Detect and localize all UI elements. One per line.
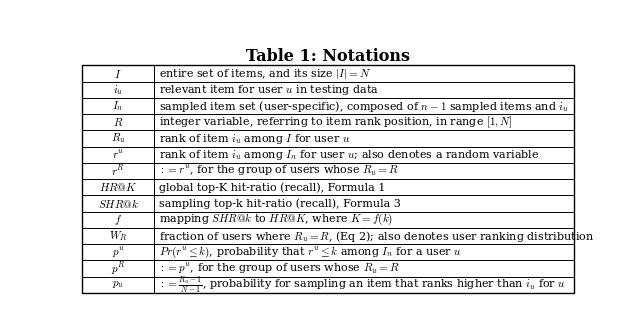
Text: $:= \frac{R_u-1}{N-1}$, probability for sampling an item that ranks higher than : $:= \frac{R_u-1}{N-1}$, probability for … — [159, 275, 565, 295]
Text: $p^R$: $p^R$ — [111, 260, 125, 277]
Text: Table 1: Notations: Table 1: Notations — [246, 48, 410, 65]
Text: $R$: $R$ — [113, 116, 124, 128]
Text: $Pr(r^u \leq k)$, probability that $r^u \leq k$ among $I_n$ for a user $u$: $Pr(r^u \leq k)$, probability that $r^u … — [159, 245, 461, 260]
Text: integer variable, referring to item rank position, in range $[1, N]$: integer variable, referring to item rank… — [159, 115, 512, 130]
Text: $I$: $I$ — [115, 67, 122, 80]
Text: rank of item $i_u$ among $I_n$ for user $u$; also denotes a random variable: rank of item $i_u$ among $I_n$ for user … — [159, 148, 539, 162]
Text: $HR@K$: $HR@K$ — [99, 181, 137, 193]
Text: $W_R$: $W_R$ — [109, 229, 127, 243]
Text: $SHR@k$: $SHR@k$ — [98, 197, 138, 210]
Text: global top-K hit-ratio (recall), Formula 1: global top-K hit-ratio (recall), Formula… — [159, 182, 385, 193]
Text: $R_u$: $R_u$ — [111, 131, 125, 145]
Bar — [83, 65, 573, 293]
Text: $:= p^u$, for the group of users whose $R_u = R$: $:= p^u$, for the group of users whose $… — [159, 261, 399, 276]
Text: $p_u$: $p_u$ — [112, 279, 124, 290]
Text: $:= r^u$, for the group of users whose $R_u = R$: $:= r^u$, for the group of users whose $… — [159, 164, 399, 178]
Text: entire set of items, and its size $|I| = N$: entire set of items, and its size $|I| =… — [159, 66, 371, 81]
Text: mapping $SHR@k$ to $HR@K$, where $K = f(k)$: mapping $SHR@k$ to $HR@K$, where $K = f(… — [159, 212, 393, 227]
Text: $p^u$: $p^u$ — [111, 245, 125, 260]
Text: $r^u$: $r^u$ — [112, 148, 124, 161]
Text: $r^R$: $r^R$ — [111, 164, 125, 178]
Text: sampling top-k hit-ratio (recall), Formula 3: sampling top-k hit-ratio (recall), Formu… — [159, 198, 401, 209]
Text: $i_u$: $i_u$ — [113, 83, 123, 97]
Text: sampled item set (user-specific), composed of $n - 1$ sampled items and $i_u$: sampled item set (user-specific), compos… — [159, 99, 568, 114]
Text: $I_n$: $I_n$ — [113, 99, 124, 113]
Text: relevant item for user $u$ in testing data: relevant item for user $u$ in testing da… — [159, 83, 379, 97]
Text: rank of item $i_u$ among $I$ for user $u$: rank of item $i_u$ among $I$ for user $u… — [159, 131, 349, 145]
Text: fraction of users where $R_u = R$, (Eq 2); also denotes user ranking distributio: fraction of users where $R_u = R$, (Eq 2… — [159, 228, 594, 244]
Text: $f$: $f$ — [114, 213, 122, 227]
